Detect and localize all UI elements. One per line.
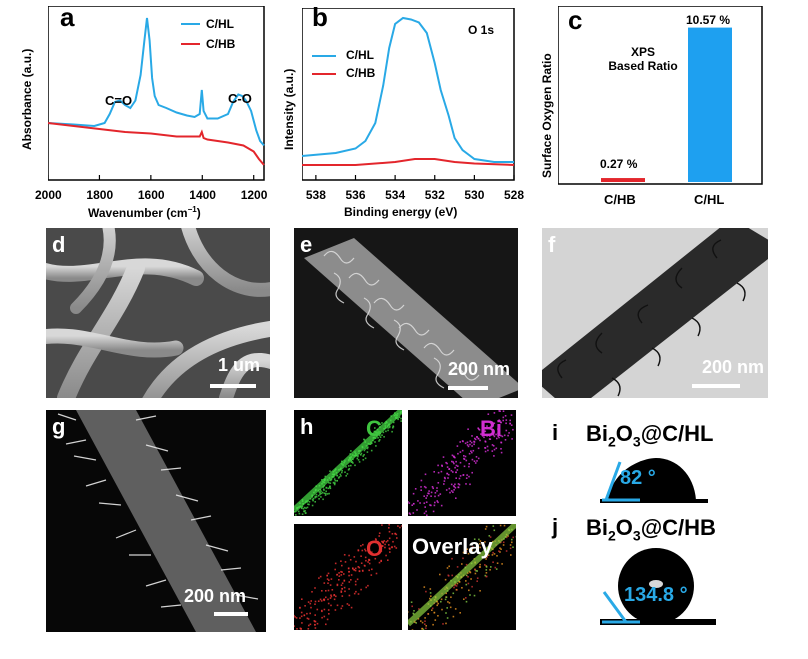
angle-label-j: 134.8 ° xyxy=(624,584,688,606)
panel-g-stem-image: g 200 nm xyxy=(46,410,266,632)
panel-c-ylabel: Surface Oxygen Ratio xyxy=(540,53,554,178)
sem-fibers-d xyxy=(46,228,270,398)
eds-texture xyxy=(294,410,402,516)
scale-bar-d xyxy=(210,384,256,388)
scale-label-d: 1 um xyxy=(217,355,260,375)
panel-c-cat-hb: C/HB xyxy=(604,192,636,207)
x-tick-label-a: 2000 xyxy=(35,188,62,202)
panel-j-letter: j xyxy=(552,514,559,539)
panel-b-legend-hl: C/HL xyxy=(346,48,374,62)
x-tick-label-b: 528 xyxy=(504,188,525,202)
scale-bar-f xyxy=(692,384,740,388)
panel-a-chart xyxy=(48,6,265,181)
angle-label-i: 82 ° xyxy=(620,467,656,489)
scale-label-e: 200 nm xyxy=(447,359,510,379)
x-tick-label-b: 536 xyxy=(345,188,366,202)
eds-map-bi xyxy=(408,410,516,516)
panel-b-ylabel: Intensity (a.u.) xyxy=(282,68,296,150)
panel-a-xlabel: Wavenumber (cm−1) xyxy=(88,205,201,220)
sem-fiber-e xyxy=(294,228,518,398)
panel-b-legend-hb: C/HB xyxy=(346,66,376,80)
eds-label-o: O xyxy=(366,536,384,561)
panel-f-tem-image: f 200 nm xyxy=(542,228,768,398)
series-line-c-hb xyxy=(48,122,265,166)
eds-map-c xyxy=(294,410,402,516)
panel-i-letter: i xyxy=(552,420,559,445)
x-tick-label-a: 1400 xyxy=(189,188,216,202)
bar-label-hb: 0.27 % xyxy=(600,157,638,171)
annotation-c-o-single: C-O xyxy=(228,91,252,106)
panel-a-legend-hb: C/HB xyxy=(206,37,236,51)
panel-j-title: Bi2O3@C/HB xyxy=(586,515,716,544)
panel-e-sem-image: e 200 nm xyxy=(294,228,518,398)
annotation-c-o-double: C=O xyxy=(105,93,133,108)
tem-fiber-f xyxy=(542,228,768,398)
x-tick-label-b: 532 xyxy=(424,188,445,202)
stem-fiber-g xyxy=(46,410,266,632)
panel-g-letter: g xyxy=(52,414,66,439)
eds-label-c: C xyxy=(366,416,382,441)
eds-map-o xyxy=(294,524,402,630)
series-line-b-c-hb xyxy=(302,158,515,166)
x-tick-label-a: 1600 xyxy=(137,188,165,202)
eds-texture xyxy=(408,524,516,630)
series-line-c-hl xyxy=(48,17,265,147)
panel-b-chart xyxy=(302,8,515,181)
bar-c-hb xyxy=(601,178,645,182)
x-tick-label-b: 530 xyxy=(464,188,485,202)
panel-c-letter: c xyxy=(568,5,583,35)
panel-c-cat-hl: C/HL xyxy=(694,192,725,207)
panel-a-ylabel: Absorbance (a.u.) xyxy=(20,48,34,150)
scale-bar-e xyxy=(448,386,488,390)
panel-i-title: Bi2O3@C/HL xyxy=(586,421,714,450)
droplet-i xyxy=(600,458,708,503)
panel-b-title: O 1s xyxy=(468,23,495,37)
scale-label-f: 200 nm xyxy=(701,357,764,377)
series-line-b-c-hl xyxy=(302,16,514,163)
x-tick-label-a: 1800 xyxy=(86,188,114,202)
bar-label-hl: 10.57 % xyxy=(686,13,731,27)
droplet-j xyxy=(600,548,716,625)
eds-texture xyxy=(294,524,402,630)
eds-texture xyxy=(408,410,514,516)
panel-c-chart xyxy=(558,6,763,185)
panel-d-sem-image: d 1 um xyxy=(46,228,270,398)
panel-a-letter: a xyxy=(60,2,75,32)
eds-label-bi: Bi xyxy=(480,416,502,441)
x-tick-label-a: 1200 xyxy=(240,188,268,202)
x-tick-label-b: 538 xyxy=(305,188,326,202)
scale-label-g: 200 nm xyxy=(184,586,247,606)
panel-f-letter: f xyxy=(548,232,556,257)
eds-map-overlay xyxy=(408,524,516,630)
eds-label-overlay: Overlay xyxy=(412,534,493,559)
panel-b-xlabel: Binding energy (eV) xyxy=(344,205,458,219)
panel-b-letter: b xyxy=(312,2,328,32)
scale-bar-g xyxy=(214,612,248,616)
panel-d-letter: d xyxy=(52,232,66,257)
panel-a-legend-hl: C/HL xyxy=(206,17,234,31)
panel-b-frame xyxy=(302,8,515,181)
x-tick-label-b: 534 xyxy=(385,188,406,202)
panel-h-letter: h xyxy=(300,414,314,439)
bar-c-hl xyxy=(688,27,732,182)
panel-a-frame xyxy=(48,6,265,181)
panel-c-frame xyxy=(558,6,763,185)
panel-c-note: XPS Based Ratio xyxy=(608,45,678,73)
panel-e-letter: e xyxy=(300,232,313,257)
panel-h-eds-maps: h C Bi O Overlay xyxy=(294,410,518,632)
